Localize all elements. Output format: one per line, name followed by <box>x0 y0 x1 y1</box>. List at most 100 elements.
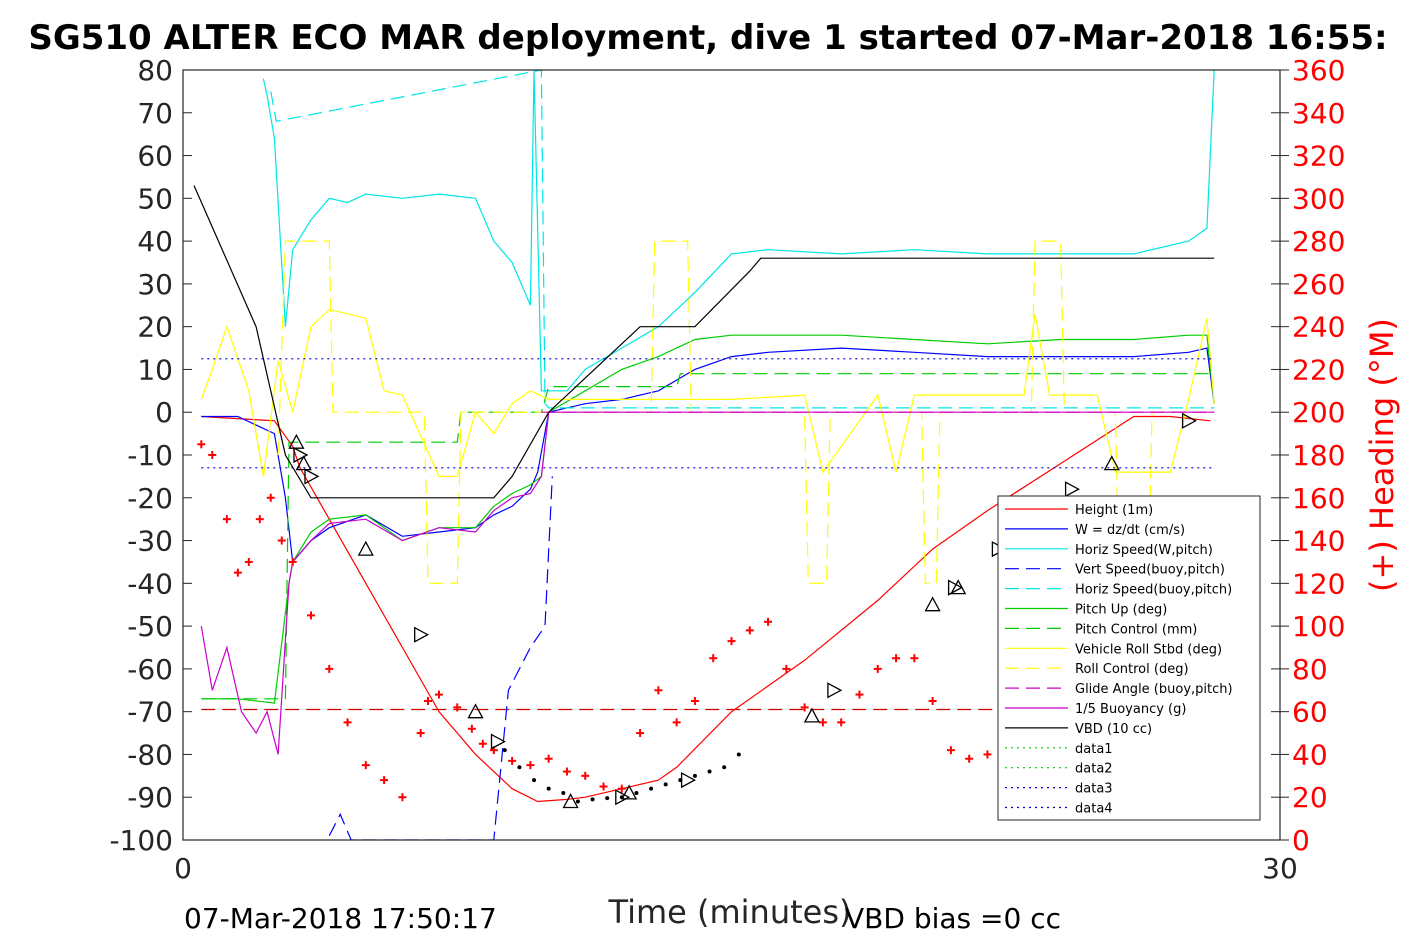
depth-dot <box>722 765 727 770</box>
right-tick-label: 100 <box>1292 610 1345 643</box>
heading-point <box>782 664 791 673</box>
heading-point <box>599 782 608 791</box>
heading-point <box>636 729 645 738</box>
heading-point <box>380 776 389 785</box>
heading-point <box>654 686 663 695</box>
heading-point <box>837 718 846 727</box>
series-horiz-speed-buoy-pitch <box>270 70 1215 409</box>
left-tick-label: -50 <box>127 610 173 643</box>
left-tick-label: -100 <box>109 824 173 857</box>
x-tick-label: 30 <box>1262 852 1298 885</box>
heading-point <box>434 690 443 699</box>
left-tick-label: 60 <box>137 140 173 173</box>
right-tick-label: 340 <box>1292 97 1345 130</box>
depth-dot <box>663 782 668 787</box>
heading-point <box>672 718 681 727</box>
heading-point <box>764 617 773 626</box>
x-axis-label: Time (minutes) <box>608 893 852 931</box>
right-tick-label: 360 <box>1292 54 1345 87</box>
heading-point <box>325 664 334 673</box>
heading-point <box>965 754 974 763</box>
heading-point <box>277 536 286 545</box>
heading-point <box>928 696 937 705</box>
heading-point <box>416 729 425 738</box>
depth-dot <box>707 769 712 774</box>
heading-point <box>233 568 242 577</box>
depth-dot <box>575 799 580 804</box>
triangle-marker <box>1064 481 1080 498</box>
triangle-marker <box>293 446 309 464</box>
heading-point <box>818 718 827 727</box>
heading-point <box>453 703 462 712</box>
heading-point <box>526 761 535 770</box>
series-vehicle-roll-stbd-deg <box>200 308 1215 477</box>
triangle-marker <box>467 703 484 719</box>
left-tick-label: -30 <box>127 525 173 558</box>
heading-point <box>255 515 264 524</box>
depth-dot <box>634 790 639 795</box>
heading-point <box>343 718 352 727</box>
heading-point <box>467 724 476 733</box>
left-tick-label: 30 <box>137 268 173 301</box>
depth-dot <box>546 786 551 791</box>
heading-point <box>800 703 809 712</box>
heading-point <box>478 739 487 748</box>
depth-dot <box>532 778 537 783</box>
heading-point <box>727 637 736 646</box>
heading-point <box>946 746 955 755</box>
right-axis: 0 20 40 60 80 100 120 140 160 180 200 220 240 260 280 3… <box>1280 54 1345 857</box>
right-tick-label: 0 <box>1292 824 1310 857</box>
right-tick-label: 20 <box>1292 781 1328 814</box>
left-tick-label: -10 <box>127 439 173 472</box>
heading-point <box>244 557 253 566</box>
left-tick-label: -20 <box>127 482 173 515</box>
series-1-5-buoyancy-g <box>200 411 1215 755</box>
legend-label: Height (1m) <box>1075 503 1153 518</box>
heading-point <box>544 754 553 763</box>
depth-dot <box>502 748 507 753</box>
footer-timestamp: 07-Mar-2018 17:50:17 <box>184 902 497 935</box>
legend-label: Vehicle Roll Stbd (deg) <box>1075 642 1222 657</box>
left-axis: -100-90-80-70-60-50-40-30-20-10010203040… <box>109 54 1280 857</box>
right-tick-label: 220 <box>1292 353 1345 386</box>
heading-point <box>288 557 297 566</box>
heading-point <box>690 696 699 705</box>
legend-label: Roll Control (deg) <box>1075 662 1189 677</box>
x-tick-label: 0 <box>174 852 192 885</box>
heading-point <box>423 696 432 705</box>
legend-label: data1 <box>1075 742 1113 757</box>
triangle-marker <box>1103 455 1120 471</box>
triangle-marker <box>615 789 631 806</box>
heading-point <box>222 515 231 524</box>
right-tick-label: 120 <box>1292 567 1345 600</box>
legend-label: 1/5 Buoyancy (g) <box>1075 702 1186 717</box>
left-tick-label: 40 <box>137 225 173 258</box>
right-tick-label: 260 <box>1292 268 1345 301</box>
triangle-marker <box>803 707 820 723</box>
right-tick-label: 200 <box>1292 396 1345 429</box>
right-tick-label: 300 <box>1292 182 1345 215</box>
legend-label: VBD (10 cc) <box>1075 722 1152 737</box>
left-tick-label: -40 <box>127 567 173 600</box>
depth-dot <box>649 786 654 791</box>
heading-point <box>508 756 517 765</box>
left-tick-label: 50 <box>137 182 173 215</box>
left-tick-label: -90 <box>127 781 173 814</box>
heading-point <box>197 440 206 449</box>
x-axis: 0 30 <box>174 831 1298 885</box>
left-tick-label: 70 <box>137 97 173 130</box>
right-tick-label: 80 <box>1292 653 1328 686</box>
legend-box <box>997 495 1261 821</box>
triangle-marker <box>562 793 579 809</box>
heading-point <box>266 493 275 502</box>
triangle-marker <box>1181 412 1197 429</box>
series-vbd-10-cc <box>193 185 1215 499</box>
footer-vbd-bias: VBD bias =0 cc <box>845 902 1061 935</box>
triangle-marker <box>304 468 320 485</box>
right-tick-label: 240 <box>1292 311 1345 344</box>
heading-point <box>983 750 992 759</box>
heading-point <box>892 654 901 663</box>
legend: Height (1m) W = dz/dt (cm/s) Horiz Speed(W… <box>997 495 1261 821</box>
right-tick-label: 280 <box>1292 225 1345 258</box>
